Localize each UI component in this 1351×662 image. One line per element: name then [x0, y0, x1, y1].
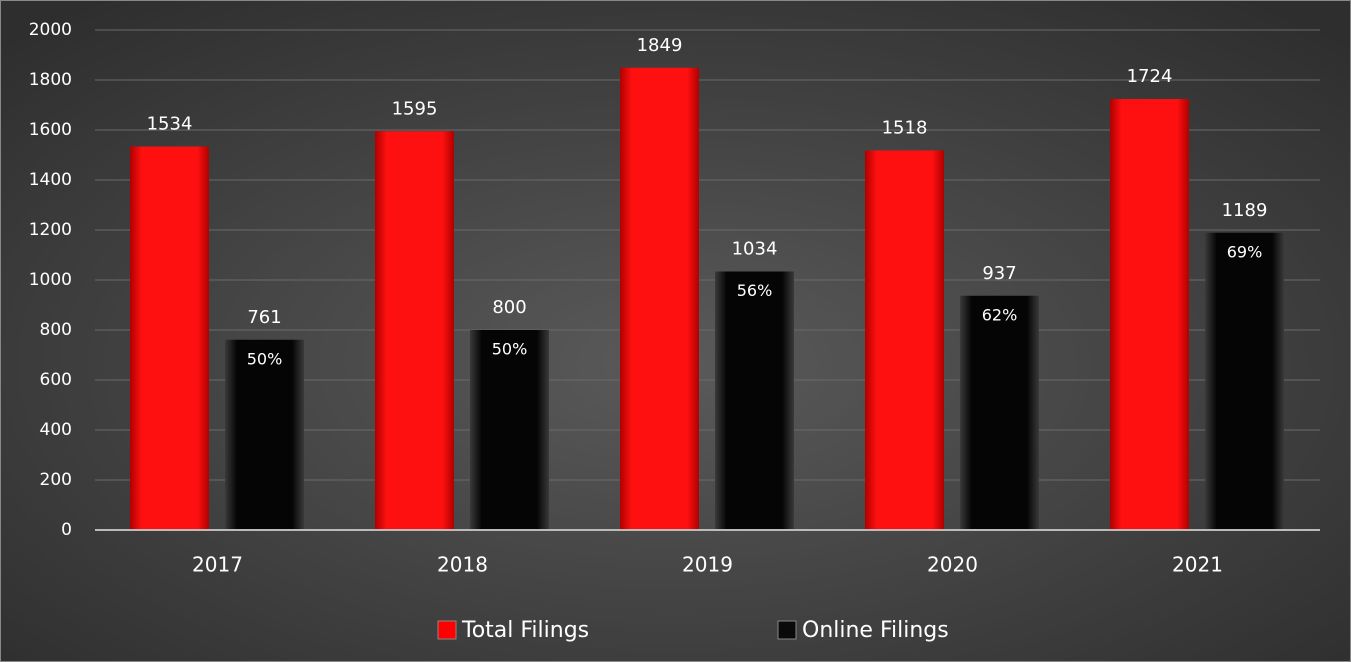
y-tick-label: 1400	[29, 170, 72, 190]
share-label: 56%	[737, 281, 773, 300]
y-tick-label: 1000	[29, 270, 72, 290]
y-tick-label: 2000	[29, 20, 72, 40]
legend-swatch	[437, 620, 457, 640]
y-tick-label: 0	[61, 520, 72, 540]
value-label: 1724	[1127, 66, 1173, 87]
bar	[960, 295, 1039, 530]
value-label: 1849	[637, 35, 683, 56]
x-tick-label: 2017	[192, 553, 243, 577]
bar	[715, 271, 794, 530]
y-tick-label: 1800	[29, 70, 72, 90]
value-label: 1595	[392, 98, 438, 119]
x-tick-label: 2018	[437, 553, 488, 577]
y-tick-label: 200	[40, 470, 72, 490]
x-tick-label: 2019	[682, 553, 733, 577]
x-tick-label: 2021	[1172, 553, 1223, 577]
value-label: 800	[492, 297, 526, 318]
y-tick-label: 600	[40, 370, 72, 390]
share-label: 50%	[247, 349, 283, 368]
value-label: 1189	[1222, 200, 1268, 221]
bar	[225, 339, 304, 530]
x-tick-label: 2020	[927, 553, 978, 577]
y-tick-label: 400	[40, 420, 72, 440]
bar	[620, 67, 699, 530]
value-label: 1518	[882, 118, 928, 139]
bar	[130, 146, 209, 530]
bar	[865, 150, 944, 530]
share-label: 50%	[492, 340, 528, 359]
legend-swatch	[777, 620, 797, 640]
bar	[470, 330, 549, 530]
bar	[1110, 99, 1189, 530]
share-label: 62%	[982, 305, 1018, 324]
y-tick-label: 1600	[29, 120, 72, 140]
y-tick-label: 800	[40, 320, 72, 340]
value-label: 761	[247, 307, 281, 328]
share-label: 69%	[1227, 242, 1263, 261]
legend-label: Total Filings	[461, 618, 589, 643]
value-label: 937	[982, 263, 1016, 284]
bar	[1205, 232, 1284, 530]
bar	[375, 131, 454, 530]
value-label: 1034	[732, 239, 778, 260]
legend-label: Online Filings	[802, 618, 949, 643]
y-tick-label: 1200	[29, 220, 72, 240]
value-label: 1534	[147, 114, 193, 135]
